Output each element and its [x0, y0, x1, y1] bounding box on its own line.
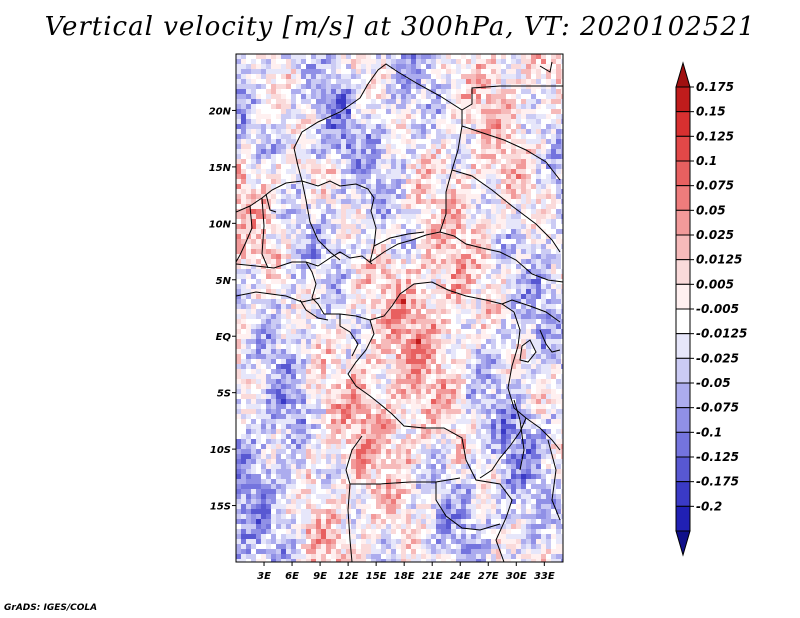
border-line [539, 61, 553, 73]
border-line [519, 339, 537, 363]
colorbar-label: -0.1 [696, 425, 722, 439]
country-borders [236, 61, 563, 562]
y-tick-label: 5N [216, 276, 232, 287]
colorbar-label: -0.125 [696, 450, 739, 464]
colorbar-bin [675, 111, 691, 137]
border-line [236, 205, 253, 263]
x-tick-label: 21E [422, 571, 443, 582]
colorbar-bin [675, 382, 691, 409]
border-line [339, 314, 359, 357]
colorbar-bin [675, 135, 691, 162]
border-line [461, 125, 561, 181]
y-tick-label: 5S [217, 389, 231, 400]
border-line [525, 417, 561, 451]
colorbar-label: -0.005 [696, 302, 739, 316]
colorbar-bin [675, 357, 691, 384]
border-line [451, 169, 561, 253]
colorbar-label: 0.025 [696, 228, 734, 242]
border-line [513, 399, 525, 471]
border-line [359, 63, 463, 233]
border-line [236, 261, 319, 269]
x-tick-label: 15E [366, 571, 387, 582]
colorbar-label: -0.075 [696, 401, 739, 415]
border-line [369, 281, 515, 321]
colorbar-bin [675, 86, 691, 113]
colorbar-label: 0.175 [696, 80, 734, 94]
x-tick-label: 27E [478, 571, 499, 582]
x-tick-label: 24E [450, 571, 471, 582]
colorbar-label: 0.005 [696, 277, 734, 291]
colorbar-bin [675, 160, 691, 187]
colorbar-bin [675, 234, 691, 261]
border-line [547, 439, 561, 521]
border-line [324, 313, 513, 562]
plot-frame [235, 53, 564, 563]
border-line [347, 483, 353, 562]
border-line [539, 329, 561, 353]
y-axis: 20N 15N 10N 5N EQ 5S 10S 15S [209, 106, 236, 513]
colorbar-bin [675, 283, 691, 310]
x-tick-label: 30E [506, 571, 527, 582]
colorbar-bin [675, 209, 691, 236]
x-tick-label: 6E [285, 571, 299, 582]
colorbar-label: 0.05 [696, 203, 726, 217]
colorbar-label: 0.0125 [696, 253, 742, 267]
border-line [345, 435, 363, 485]
colorbar-label: 0.075 [696, 179, 734, 193]
border-line [461, 85, 563, 111]
colorbar-arrow-bottom [675, 530, 691, 557]
x-tick-label: 12E [338, 571, 359, 582]
border-line [501, 299, 561, 323]
colorbar-bin [675, 333, 691, 359]
border-line [236, 180, 377, 263]
colorbar-bin [675, 481, 691, 507]
border-line [373, 231, 425, 247]
colorbar-bin [675, 431, 691, 458]
map-title: Vertical velocity [m/s] at 300hPa, VT: 2… [44, 12, 756, 42]
colorbar-label: 0.15 [696, 105, 726, 119]
colorbar-bin [675, 505, 691, 532]
border-line [301, 180, 341, 261]
colorbar-label: -0.025 [696, 351, 739, 365]
border-line [369, 231, 563, 283]
colorbar-label: 0.1 [696, 154, 717, 168]
y-tick-label: 15S [210, 502, 231, 513]
border-line [507, 311, 527, 419]
velocity-field [236, 54, 563, 562]
border-line [236, 291, 321, 303]
y-tick-label: 15N [209, 163, 232, 174]
x-tick-label: 33E [534, 571, 555, 582]
y-tick-label: 10N [209, 219, 232, 230]
border-line [293, 97, 361, 182]
colorbar: 0.175 0.15 0.125 0.1 0.075 0.05 0.025 0.0125 0.0… [675, 61, 747, 557]
colorbar-label: 0.125 [696, 129, 734, 143]
border-line [261, 197, 269, 269]
colorbar-bin [675, 259, 691, 285]
colorbar-bin [675, 308, 691, 335]
colorbar-bin [675, 407, 691, 433]
colorbar-bin [675, 456, 691, 483]
border-line [317, 251, 373, 267]
border-line [265, 193, 277, 213]
border-line [305, 261, 325, 315]
colorbar-label: -0.2 [696, 499, 722, 513]
y-tick-label: 20N [209, 106, 232, 117]
colorbar-label: -0.05 [696, 376, 731, 390]
grads-credit: GrADS: IGES/COLA [4, 603, 98, 613]
border-line [299, 299, 329, 321]
x-tick-label: 9E [313, 571, 327, 582]
x-tick-label: 3E [257, 571, 271, 582]
x-axis: 3E 6E 9E 12E 15E 18E 21E 24E 27E 30E 33E [257, 562, 555, 582]
y-tick-label: 10S [210, 445, 231, 456]
colorbar-bin [675, 185, 691, 211]
border-line [350, 477, 461, 485]
colorbar-arrow-top [675, 61, 691, 88]
colorbar-label: -0.175 [696, 475, 739, 489]
x-tick-label: 18E [394, 571, 415, 582]
y-tick-label: EQ [216, 332, 232, 343]
border-line [435, 482, 501, 531]
colorbar-label: -0.0125 [696, 327, 747, 341]
